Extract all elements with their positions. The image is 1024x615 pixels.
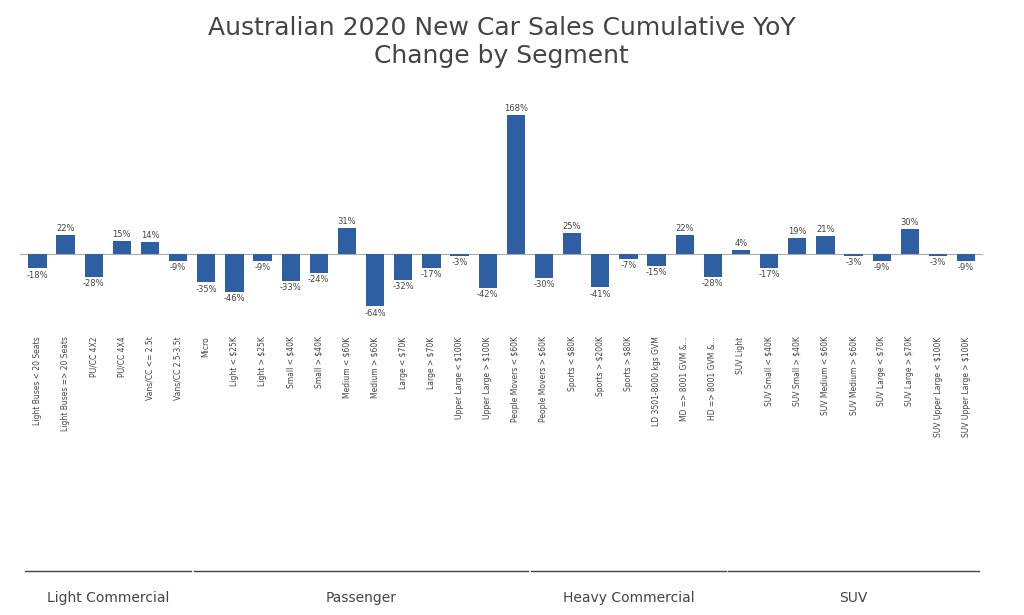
Text: -32%: -32% bbox=[392, 282, 414, 291]
Bar bbox=[535, 253, 553, 279]
Text: Light Commercial: Light Commercial bbox=[46, 591, 169, 605]
Bar bbox=[56, 236, 75, 253]
Text: 19%: 19% bbox=[788, 227, 807, 236]
Text: -3%: -3% bbox=[846, 258, 862, 267]
Bar bbox=[478, 253, 497, 288]
Bar bbox=[309, 253, 328, 274]
Bar bbox=[140, 242, 159, 253]
Text: Passenger: Passenger bbox=[326, 591, 396, 605]
Text: 14%: 14% bbox=[140, 231, 159, 240]
Text: -7%: -7% bbox=[621, 261, 637, 271]
Bar bbox=[703, 253, 722, 277]
Text: 25%: 25% bbox=[563, 222, 582, 231]
Bar bbox=[760, 253, 778, 268]
Bar bbox=[788, 238, 807, 253]
Text: 31%: 31% bbox=[338, 217, 356, 226]
Text: -28%: -28% bbox=[702, 279, 724, 288]
Text: -28%: -28% bbox=[83, 279, 104, 288]
Bar bbox=[901, 229, 919, 253]
Title: Australian 2020 New Car Sales Cumulative YoY
Change by Segment: Australian 2020 New Car Sales Cumulative… bbox=[208, 17, 796, 68]
Text: -24%: -24% bbox=[308, 276, 330, 285]
Text: -3%: -3% bbox=[930, 258, 946, 267]
Text: SUV: SUV bbox=[840, 591, 867, 605]
Bar bbox=[507, 114, 525, 253]
Bar bbox=[929, 253, 947, 256]
Bar bbox=[957, 253, 975, 261]
Text: -46%: -46% bbox=[223, 293, 245, 303]
Text: -30%: -30% bbox=[534, 280, 555, 290]
Bar bbox=[591, 253, 609, 287]
Text: 22%: 22% bbox=[56, 224, 75, 233]
Text: -9%: -9% bbox=[254, 263, 270, 272]
Bar bbox=[85, 253, 102, 277]
Bar bbox=[366, 253, 384, 306]
Bar bbox=[845, 253, 862, 256]
Bar bbox=[225, 253, 244, 292]
Bar bbox=[282, 253, 300, 281]
Text: -41%: -41% bbox=[590, 290, 611, 298]
Text: -18%: -18% bbox=[27, 271, 48, 279]
Text: -35%: -35% bbox=[196, 285, 217, 293]
Text: -33%: -33% bbox=[280, 283, 301, 292]
Bar bbox=[169, 253, 187, 261]
Text: -15%: -15% bbox=[646, 268, 668, 277]
Bar bbox=[113, 241, 131, 253]
Text: 30%: 30% bbox=[900, 218, 920, 227]
Bar bbox=[732, 250, 751, 253]
Text: 21%: 21% bbox=[816, 225, 835, 234]
Text: 15%: 15% bbox=[113, 230, 131, 239]
Text: 4%: 4% bbox=[734, 239, 748, 248]
Bar bbox=[197, 253, 215, 282]
Bar bbox=[422, 253, 440, 268]
Text: 22%: 22% bbox=[676, 224, 694, 233]
Text: -42%: -42% bbox=[477, 290, 499, 300]
Bar bbox=[394, 253, 413, 280]
Bar bbox=[872, 253, 891, 261]
Text: -3%: -3% bbox=[452, 258, 468, 267]
Bar bbox=[451, 253, 469, 256]
Bar bbox=[29, 253, 46, 268]
Text: -9%: -9% bbox=[958, 263, 974, 272]
Bar bbox=[676, 236, 694, 253]
Bar bbox=[563, 233, 582, 253]
Text: -9%: -9% bbox=[170, 263, 186, 272]
Bar bbox=[620, 253, 638, 260]
Text: -17%: -17% bbox=[421, 270, 442, 279]
Text: -9%: -9% bbox=[873, 263, 890, 272]
Bar bbox=[816, 236, 835, 253]
Bar bbox=[338, 228, 356, 253]
Text: Heavy Commercial: Heavy Commercial bbox=[562, 591, 694, 605]
Text: -64%: -64% bbox=[365, 309, 386, 317]
Text: -17%: -17% bbox=[759, 270, 780, 279]
Bar bbox=[647, 253, 666, 266]
Text: 168%: 168% bbox=[504, 103, 527, 113]
Bar bbox=[253, 253, 271, 261]
